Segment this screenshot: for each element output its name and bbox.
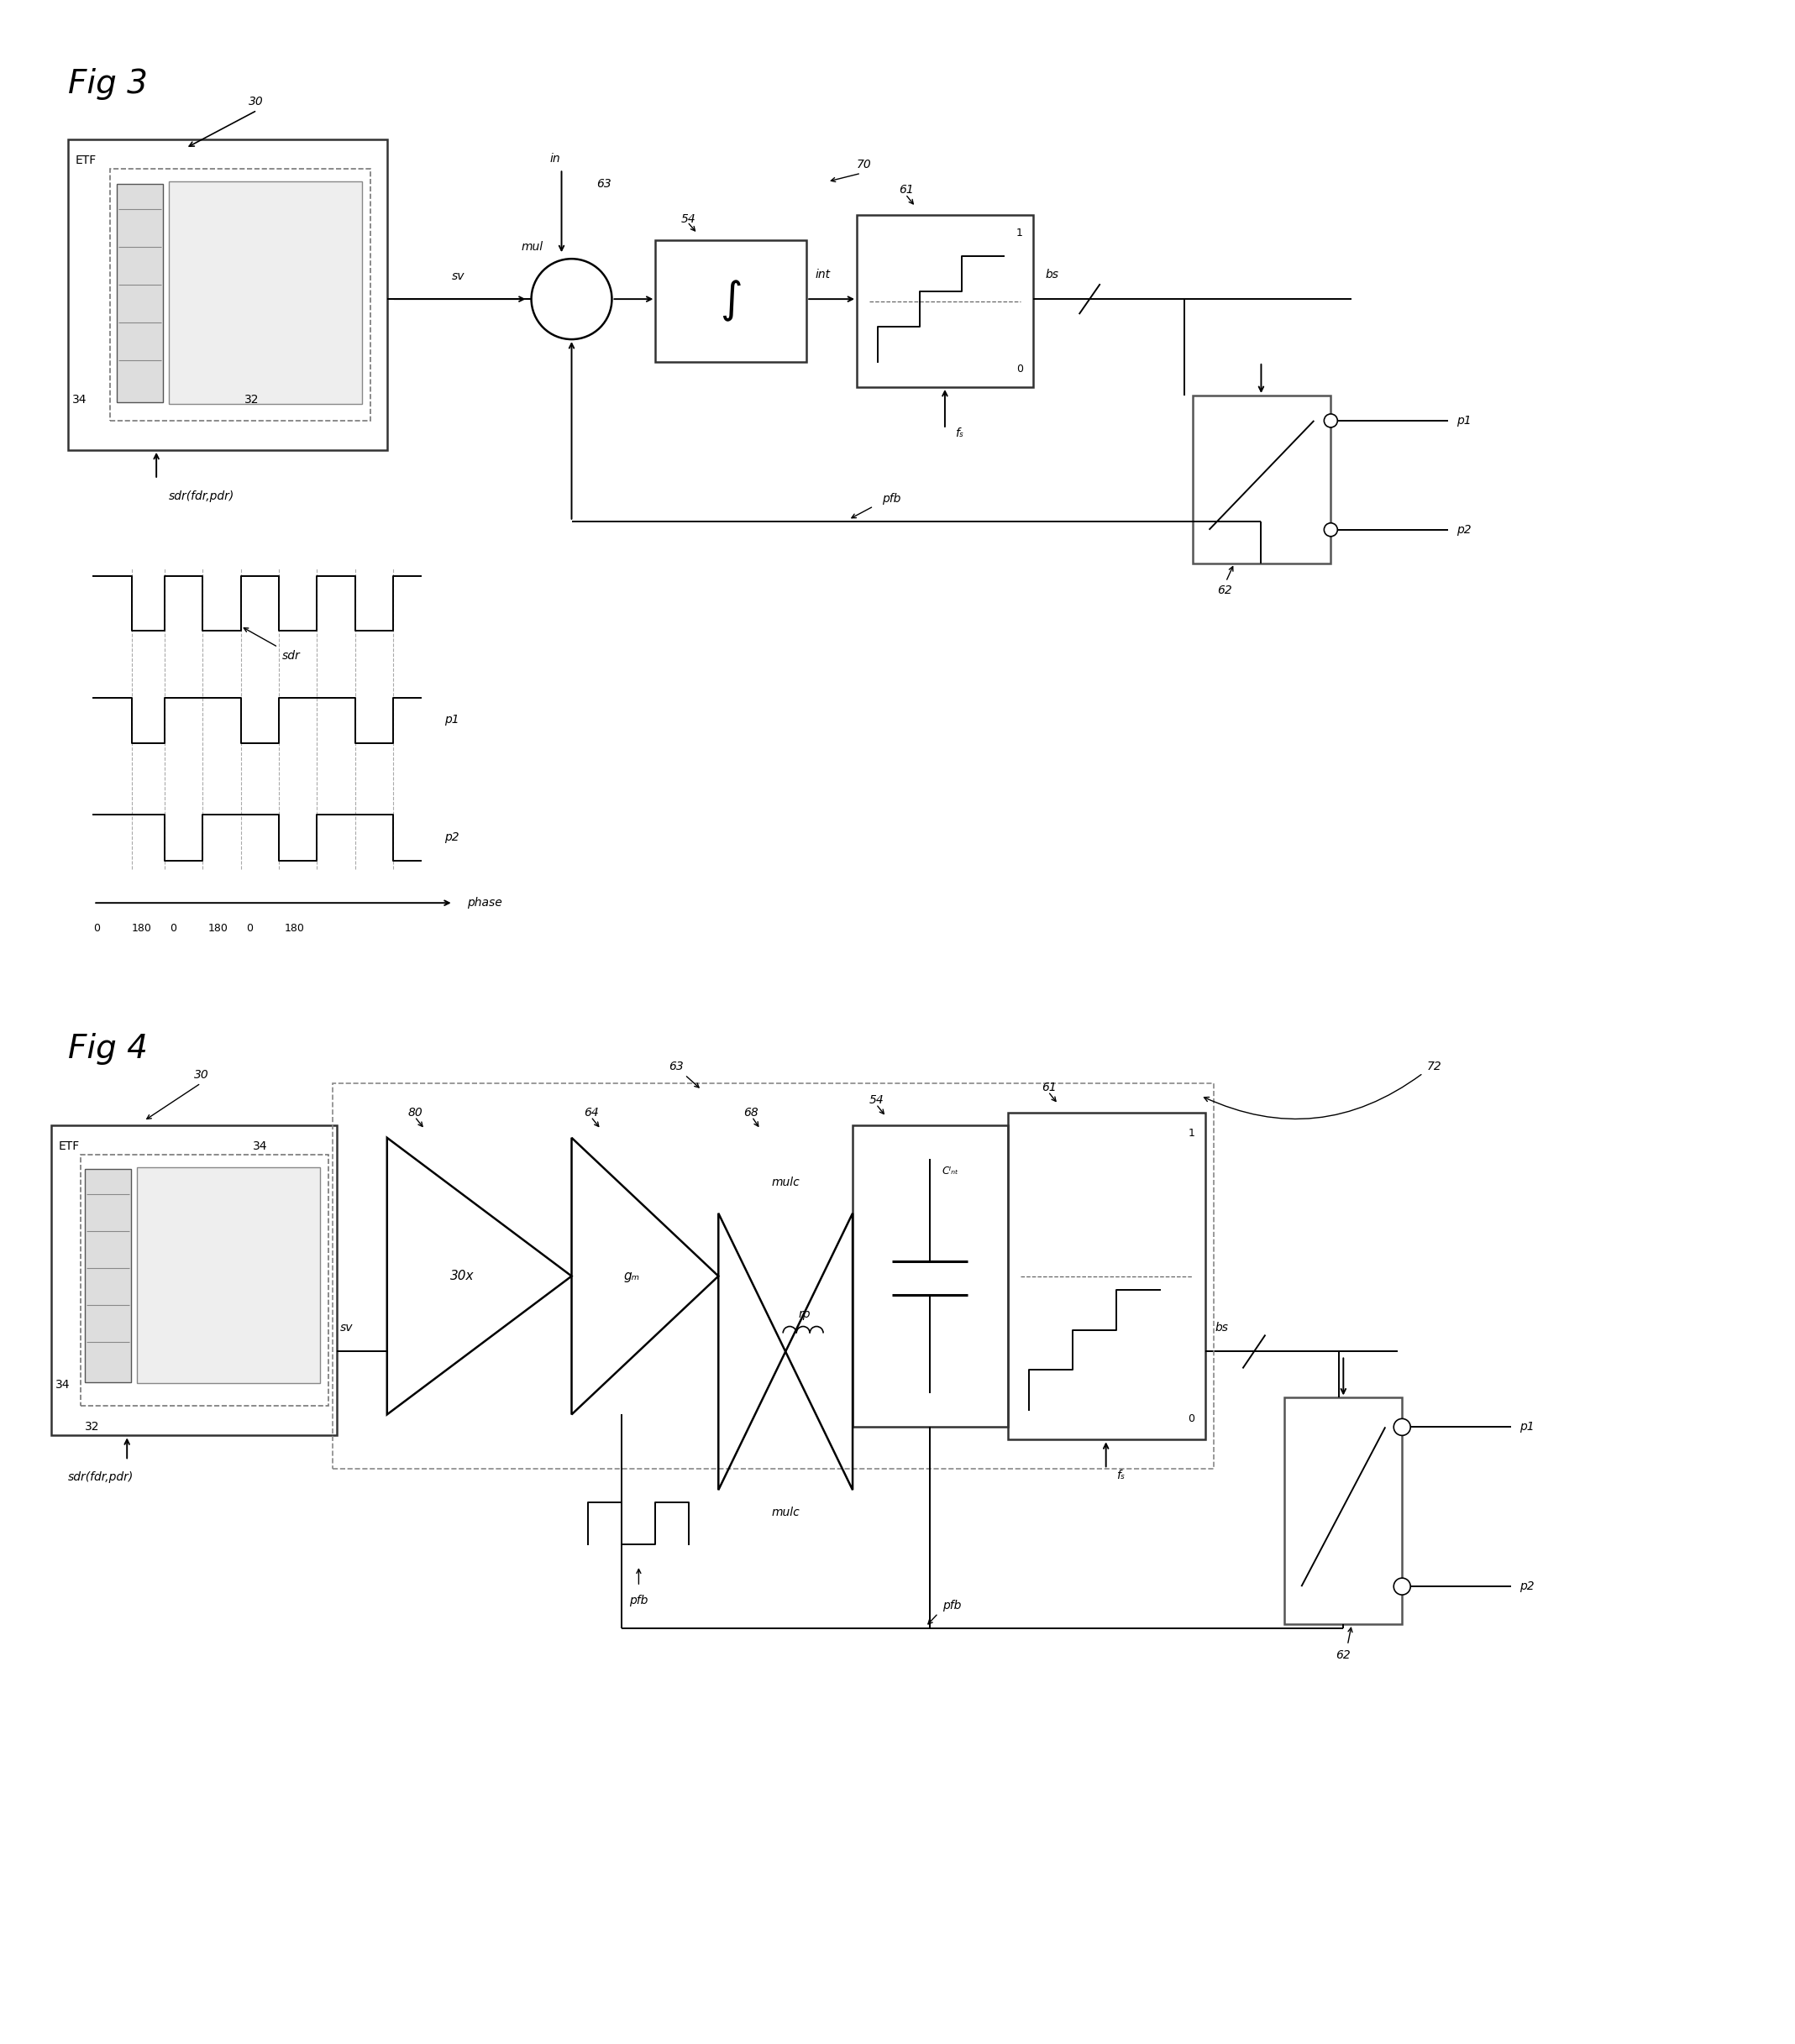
Text: 0: 0 <box>93 922 101 934</box>
Bar <box>332 1083 1213 1470</box>
Text: 54: 54 <box>869 1094 885 1106</box>
Text: 63: 63 <box>596 178 612 190</box>
Text: Fig 4: Fig 4 <box>68 1032 147 1065</box>
Circle shape <box>531 260 612 339</box>
Bar <box>117 184 163 403</box>
Text: fₛ: fₛ <box>1116 1470 1124 1482</box>
Text: 30: 30 <box>250 96 264 108</box>
Text: 34: 34 <box>253 1141 267 1153</box>
Text: sv: sv <box>341 1320 354 1333</box>
Text: fₛ: fₛ <box>955 427 964 439</box>
Bar <box>1285 1398 1402 1625</box>
Text: int: int <box>815 270 829 280</box>
Text: Fig 3: Fig 3 <box>68 67 147 100</box>
Text: gₘ: gₘ <box>625 1269 641 1282</box>
Text: sdr(fdr,pdr): sdr(fdr,pdr) <box>68 1472 135 1484</box>
Bar <box>52 1124 337 1435</box>
Text: 72: 72 <box>1427 1061 1441 1073</box>
Text: 62: 62 <box>1217 585 1233 597</box>
Text: p1: p1 <box>1520 1421 1535 1433</box>
Bar <box>172 337 357 370</box>
Circle shape <box>1325 415 1337 427</box>
Text: mul: mul <box>521 241 544 253</box>
Text: 34: 34 <box>56 1380 70 1392</box>
Text: in: in <box>549 153 560 166</box>
Bar <box>655 241 806 362</box>
Text: sv: sv <box>452 270 465 282</box>
Bar <box>136 1167 320 1384</box>
Bar <box>172 241 357 272</box>
Bar <box>169 182 363 405</box>
Text: 180: 180 <box>131 922 151 934</box>
Text: sdr: sdr <box>282 650 300 662</box>
Text: pfb: pfb <box>630 1594 648 1607</box>
Text: p2: p2 <box>443 832 460 844</box>
Text: 34: 34 <box>72 394 88 405</box>
Text: Cᴵₙₜ: Cᴵₙₜ <box>942 1165 959 1177</box>
Text: 0: 0 <box>171 922 176 934</box>
Bar <box>140 1316 316 1347</box>
Text: bs: bs <box>1215 1320 1228 1333</box>
Text: 180: 180 <box>208 922 228 934</box>
Text: 32: 32 <box>244 394 258 405</box>
Bar <box>1192 394 1330 564</box>
Bar <box>81 1155 328 1406</box>
Circle shape <box>1325 523 1337 536</box>
Text: 63: 63 <box>670 1061 684 1073</box>
Text: pfb: pfb <box>942 1600 960 1611</box>
Text: 30x: 30x <box>451 1269 474 1282</box>
Text: 0: 0 <box>1016 364 1023 374</box>
Text: 1: 1 <box>1188 1128 1195 1139</box>
Text: 61: 61 <box>899 184 914 196</box>
Text: 180: 180 <box>284 922 305 934</box>
Bar <box>856 215 1032 386</box>
Bar <box>172 288 357 321</box>
Circle shape <box>1393 1419 1411 1435</box>
Text: ETF: ETF <box>57 1141 79 1153</box>
Text: 68: 68 <box>743 1106 759 1118</box>
Text: phase: phase <box>467 897 503 910</box>
Bar <box>84 1169 131 1382</box>
Text: 54: 54 <box>680 213 695 225</box>
Text: rp: rp <box>799 1308 810 1320</box>
Text: 80: 80 <box>407 1106 424 1118</box>
Bar <box>140 1269 316 1300</box>
Text: p2: p2 <box>1456 523 1472 536</box>
Bar <box>853 1124 1007 1427</box>
Bar <box>68 139 388 450</box>
Text: p1: p1 <box>1456 415 1472 427</box>
Text: 1: 1 <box>1016 227 1023 239</box>
Text: 0: 0 <box>1188 1414 1195 1425</box>
Text: 64: 64 <box>583 1106 600 1118</box>
Bar <box>109 170 370 421</box>
Text: 61: 61 <box>1041 1081 1055 1094</box>
Bar <box>1007 1112 1204 1439</box>
Bar <box>172 192 357 223</box>
Text: p2: p2 <box>1520 1580 1535 1592</box>
Bar <box>140 1175 316 1206</box>
Text: 30: 30 <box>194 1069 208 1081</box>
Text: bs: bs <box>1045 270 1059 280</box>
Text: p1: p1 <box>443 713 460 726</box>
Text: 62: 62 <box>1335 1650 1352 1662</box>
Text: 0: 0 <box>246 922 253 934</box>
Text: 70: 70 <box>856 159 872 172</box>
Text: ETF: ETF <box>75 155 97 166</box>
Text: 32: 32 <box>84 1421 101 1433</box>
Text: pfb: pfb <box>881 493 901 505</box>
Text: $\int$: $\int$ <box>720 278 741 323</box>
Text: mulc: mulc <box>772 1175 801 1188</box>
Text: mulc: mulc <box>772 1506 801 1519</box>
Text: sdr(fdr,pdr): sdr(fdr,pdr) <box>169 491 235 503</box>
Circle shape <box>1393 1578 1411 1594</box>
Bar <box>140 1222 316 1253</box>
